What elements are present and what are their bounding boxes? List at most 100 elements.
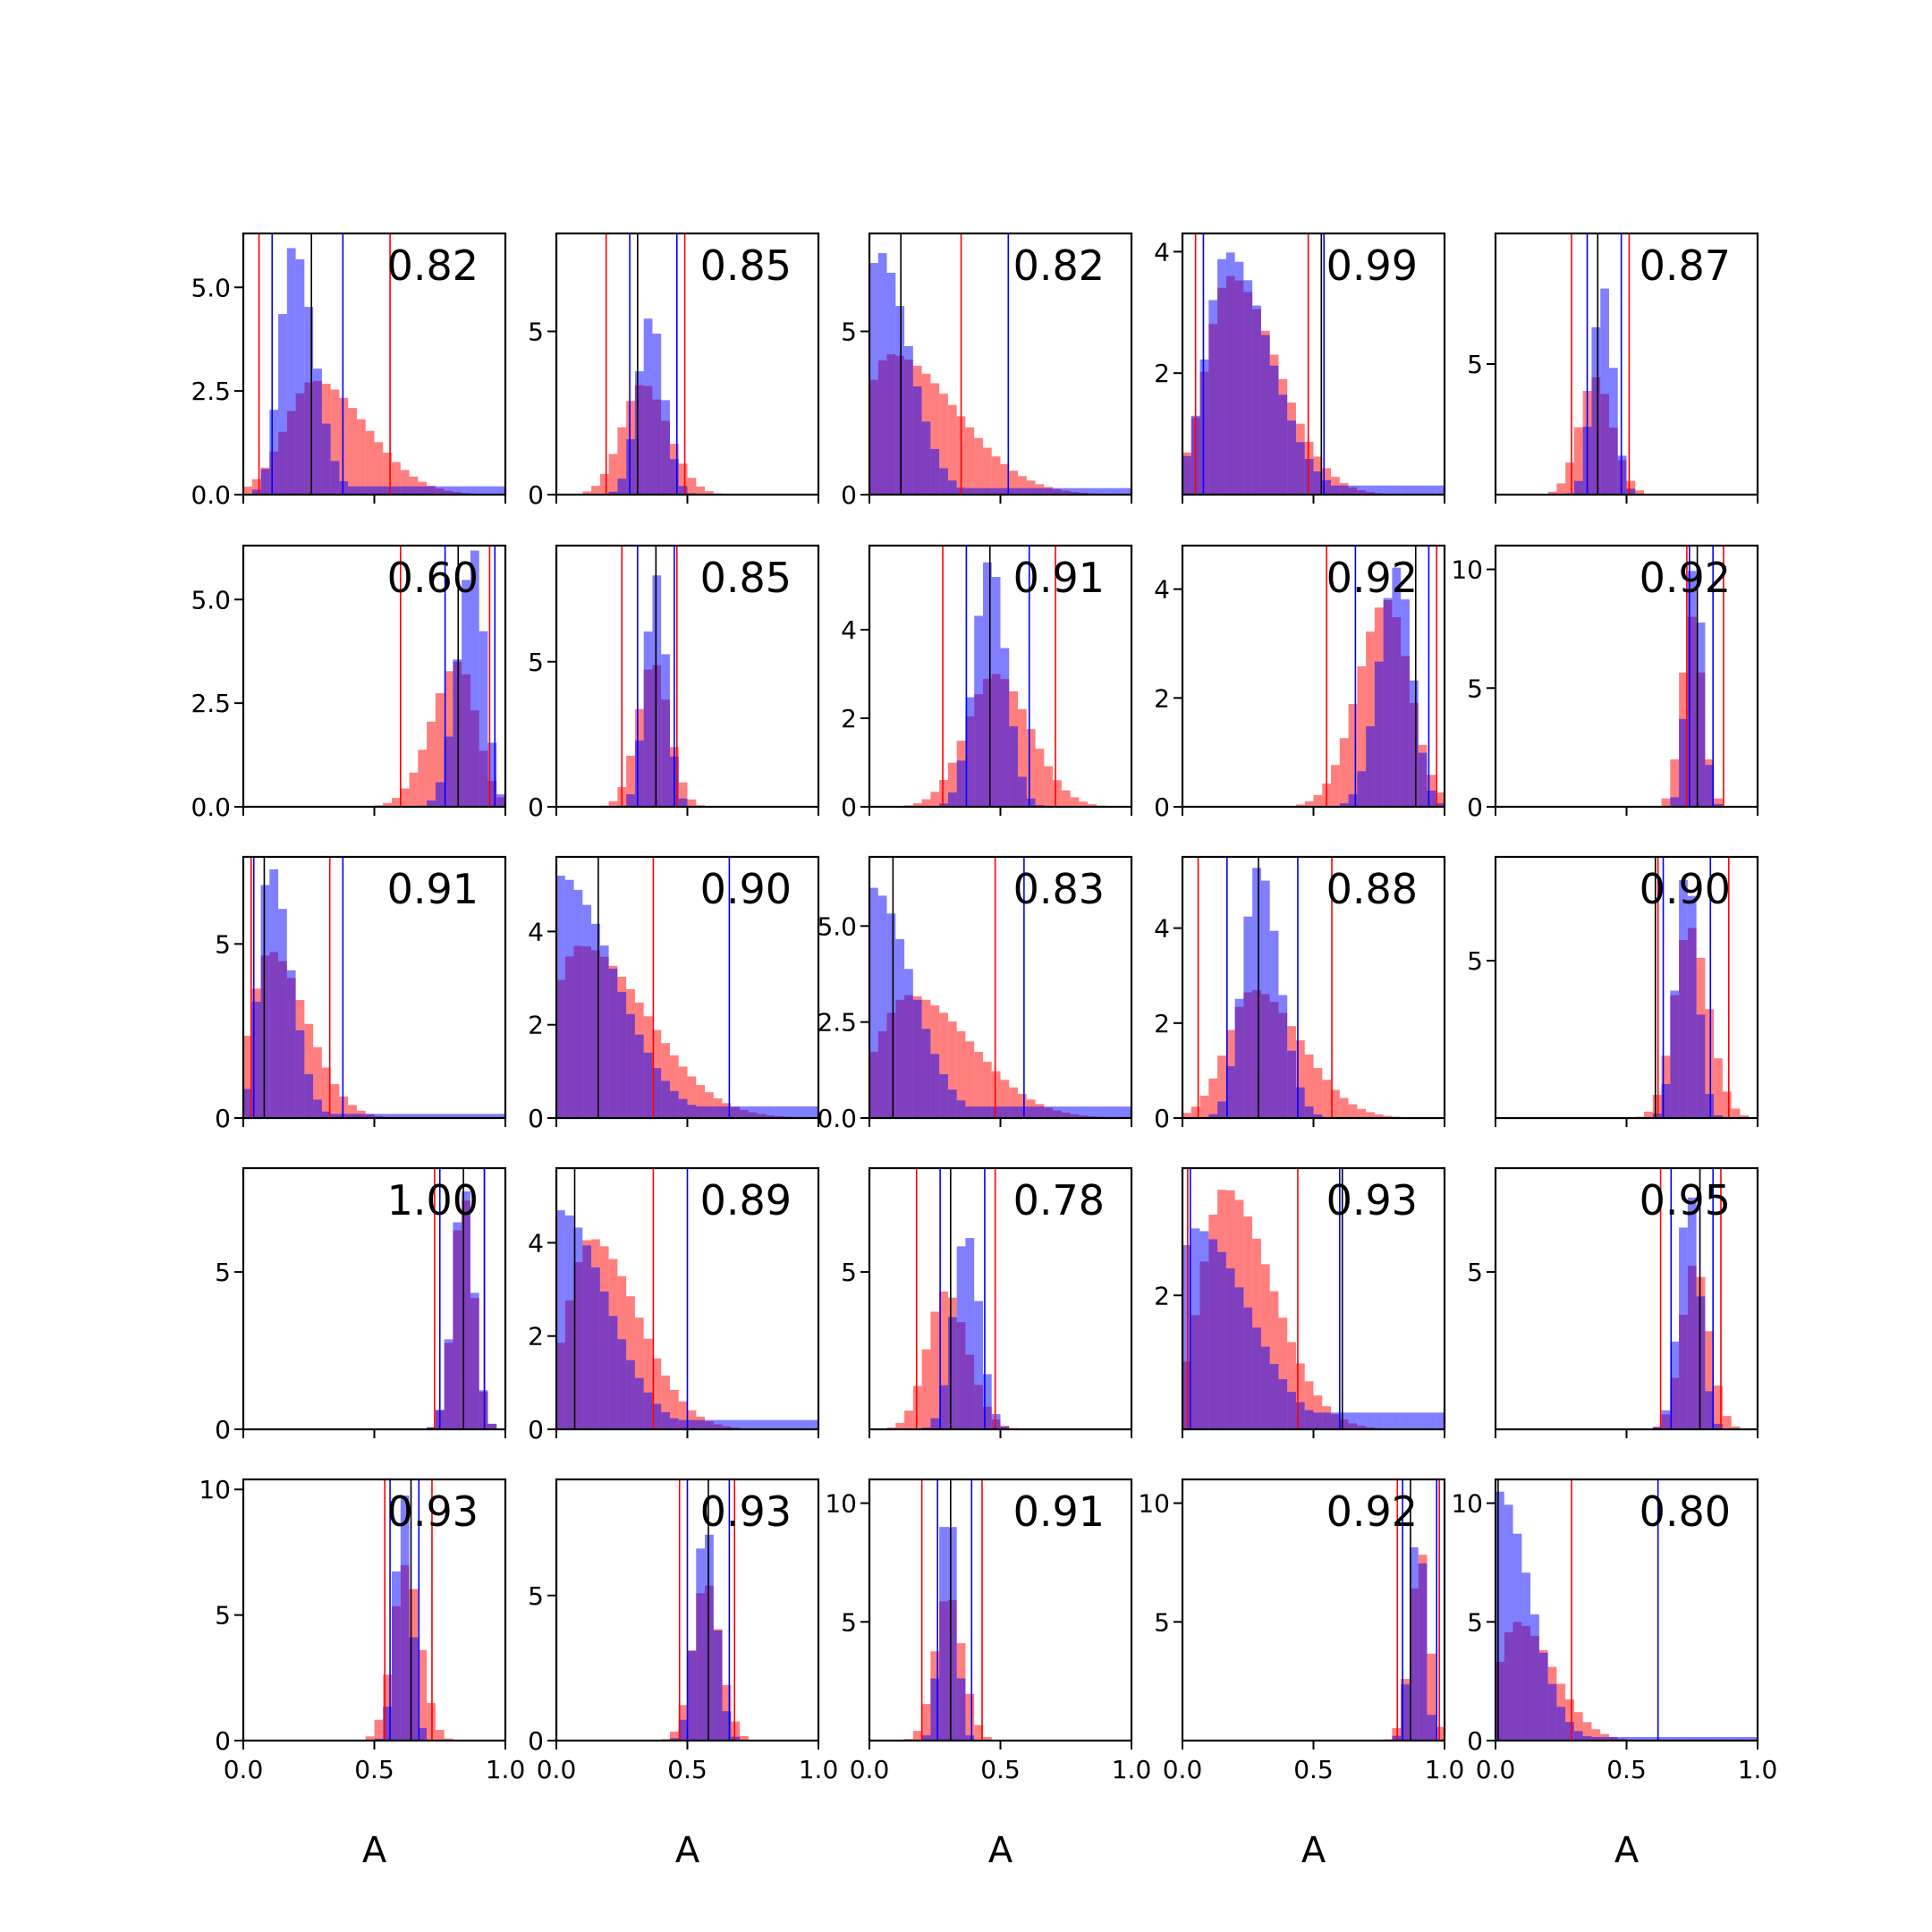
blue-bar [1000, 1106, 1010, 1118]
blue-bar [313, 1099, 322, 1118]
blue-bar [1626, 488, 1636, 495]
blue-bar [1687, 1197, 1697, 1429]
panel-score-label: 0.99 [1326, 242, 1418, 290]
red-bar [582, 491, 592, 495]
blue-bar [453, 1114, 462, 1118]
red-bar [1626, 480, 1636, 495]
red-bar [1061, 790, 1071, 807]
y-tick-label: 0 [1467, 792, 1483, 822]
blue-bar [278, 909, 287, 1118]
red-bar [1000, 463, 1010, 495]
blue-bar [904, 345, 913, 495]
blue-bar [409, 486, 419, 495]
x-tick-label: 0.0 [1476, 1755, 1516, 1784]
blue-bar [643, 631, 653, 807]
blue-bar [1687, 895, 1697, 1118]
red-bar [921, 1703, 931, 1741]
blue-bar [1661, 1737, 1671, 1741]
red-bar [392, 462, 401, 495]
blue-bar [713, 1419, 723, 1429]
blue-bar [661, 1080, 670, 1118]
blue-bar [479, 1114, 488, 1118]
red-bar [1573, 1712, 1583, 1741]
blue-bar [1322, 479, 1332, 495]
blue-bar [444, 486, 453, 495]
blue-bar [1600, 1737, 1609, 1741]
y-tick-label: 0 [215, 1726, 231, 1756]
red-bar [339, 1096, 349, 1118]
x-tick-label: 1.0 [1112, 1755, 1152, 1784]
blue-bar [1679, 879, 1688, 1118]
blue-bar [1556, 1707, 1566, 1741]
histogram-panel: 0 2 4 0.92 [1154, 544, 1446, 822]
blue-bar [965, 1735, 975, 1741]
red-bar [435, 693, 445, 807]
blue-bar [1313, 471, 1323, 495]
red-bar [1714, 1058, 1723, 1118]
histogram-panel: 0.0 0.5 1.0 0 5 10 0.80 [1451, 1478, 1777, 1784]
red-bar [930, 792, 940, 807]
blue-bar [599, 945, 609, 1118]
red-bar [1436, 792, 1445, 807]
red-bar [435, 1729, 445, 1741]
x-tick-label: 0.5 [1293, 1755, 1334, 1784]
blue-bar [392, 486, 401, 495]
red-bar [330, 1084, 340, 1118]
red-bar [608, 801, 618, 807]
blue-series [1652, 1197, 1723, 1429]
red-bar [339, 397, 349, 495]
histogram-panel: 0 2 4 0.88 [1154, 855, 1446, 1133]
blue-bar [313, 369, 322, 495]
blue-bar [1208, 1239, 1218, 1429]
blue-bar [564, 1215, 574, 1429]
y-tick-label: 5 [1467, 350, 1483, 379]
blue-series [1392, 1546, 1436, 1741]
blue-bar [626, 439, 635, 495]
red-bar [1436, 1726, 1445, 1741]
blue-bar [1304, 1410, 1314, 1429]
blue-series [418, 550, 505, 807]
blue-bar [1287, 1050, 1296, 1118]
blue-bar [974, 487, 983, 495]
blue-bar [1114, 487, 1123, 495]
blue-bar [496, 794, 505, 807]
panel-score-label: 0.82 [1013, 242, 1105, 290]
red-bar [1357, 665, 1367, 807]
blue-bar [1331, 1412, 1340, 1429]
blue-bar [1026, 487, 1036, 495]
red-bar [705, 1092, 714, 1118]
blue-bar [1088, 487, 1097, 495]
red-bar [1722, 1091, 1732, 1118]
blue-bar [1565, 1722, 1574, 1741]
blue-bar [678, 1098, 688, 1118]
red-bar [731, 1721, 741, 1741]
blue-bar [921, 1735, 931, 1741]
blue-bar [757, 1419, 767, 1429]
red-bar [348, 1105, 357, 1118]
blue-bar [696, 1106, 706, 1118]
blue-bar [982, 487, 992, 495]
blue-bar [652, 575, 662, 807]
histogram-panel: 50.87 [1467, 232, 1759, 504]
blue-bar [669, 1738, 679, 1741]
blue-bar [740, 1419, 749, 1429]
blue-bar [939, 803, 948, 807]
blue-bar [1696, 1014, 1706, 1118]
blue-bar [1295, 1087, 1305, 1118]
blue-bar [1705, 1391, 1715, 1429]
blue-bar [383, 1707, 393, 1741]
blue-bar [1427, 1715, 1436, 1741]
red-bar [687, 478, 697, 495]
blue-bar [251, 1001, 261, 1118]
panel-score-label: 0.92 [1326, 554, 1418, 602]
y-tick-label: 5 [215, 1258, 231, 1287]
blue-bar [1252, 1327, 1261, 1429]
blue-bar [304, 307, 314, 495]
blue-bar [982, 1374, 992, 1429]
y-tick-label: 0 [215, 1104, 231, 1133]
histogram-panel: 051.00 [215, 1166, 507, 1445]
blue-bar [1392, 485, 1402, 495]
y-tick-label: 10 [825, 1489, 857, 1519]
